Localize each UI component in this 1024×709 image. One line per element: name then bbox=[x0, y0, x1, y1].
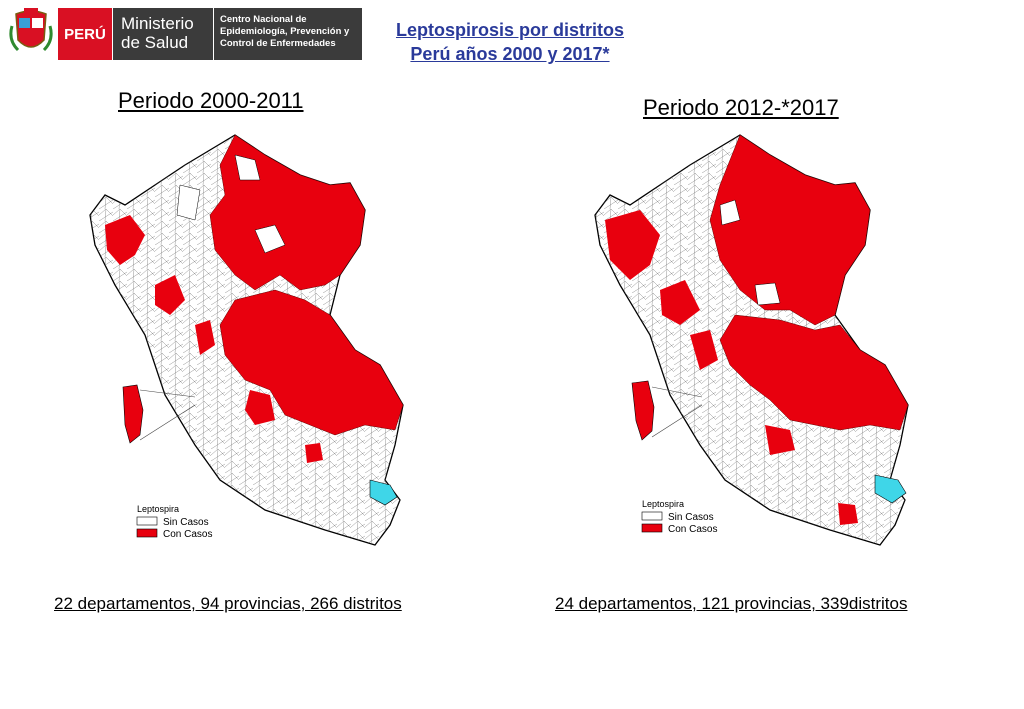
caption-right: 24 departamentos, 121 provincias, 339dis… bbox=[555, 594, 908, 613]
cases-region-northwest bbox=[105, 215, 145, 265]
legend-label-sin-casos: Sin Casos bbox=[163, 517, 209, 528]
cases-region-central-2 bbox=[195, 320, 215, 355]
ministry-line-2: de Salud bbox=[121, 33, 189, 52]
caption-left: 22 departamentos, 94 provincias, 266 dis… bbox=[54, 594, 402, 613]
legend-swatch-con-casos bbox=[136, 528, 158, 538]
peru-coat-of-arms-icon bbox=[9, 8, 53, 52]
legend-label-con-casos: Con Casos bbox=[668, 524, 717, 535]
legend-label-sin-casos: Sin Casos bbox=[668, 512, 714, 523]
cases-region-northwest bbox=[605, 210, 660, 280]
lake-titicaca bbox=[874, 474, 907, 504]
cases-region-central-3 bbox=[245, 390, 275, 425]
period-title-left: Periodo 2000-2011 bbox=[118, 88, 304, 113]
peru-label: PERÚ bbox=[58, 8, 112, 60]
lake-titicaca bbox=[369, 479, 398, 506]
peru-map-2012-2017: Leptospira Sin Casos Con Casos bbox=[594, 134, 909, 546]
title-line-1: Leptospirosis por distritos bbox=[395, 20, 625, 40]
cases-region-south-1 bbox=[305, 443, 323, 463]
cases-region-north bbox=[709, 134, 871, 326]
title-line-2: Perú años 2000 y 2017* bbox=[410, 44, 610, 64]
cases-region-central-3 bbox=[765, 425, 795, 455]
ministry-line-1: Ministerio bbox=[121, 14, 194, 33]
period-title-right: Periodo 2012-*2017 bbox=[643, 95, 839, 120]
cases-region-east bbox=[219, 289, 404, 436]
cdc-line-3: Control de Enfermedades bbox=[220, 38, 336, 49]
cases-region-central-1 bbox=[155, 275, 185, 315]
legend-title-left: Leptospira bbox=[137, 504, 179, 514]
page-title: Leptospirosis por distritos Perú años 20… bbox=[360, 18, 660, 66]
cdc-line-2: Epidemiología, Prevención y bbox=[220, 26, 350, 37]
inset-callao bbox=[631, 380, 655, 441]
ministry-label: Ministerio de Salud bbox=[113, 8, 213, 60]
legend-swatch-sin-casos bbox=[136, 516, 158, 526]
legend-title-right: Leptospira bbox=[642, 499, 684, 509]
ministry-logo-bar: PERÚ Ministerio de Salud Centro Nacional… bbox=[4, 4, 362, 60]
cases-region-south-1 bbox=[838, 503, 858, 525]
cdc-label: Centro Nacional de Epidemiología, Preven… bbox=[214, 8, 362, 60]
legend-swatch-con-casos bbox=[641, 523, 663, 533]
cases-region-east bbox=[719, 314, 909, 431]
legend-swatch-sin-casos bbox=[641, 511, 663, 521]
inset-callao bbox=[122, 384, 144, 444]
cases-region-central-1 bbox=[660, 280, 700, 325]
legend-label-con-casos: Con Casos bbox=[163, 529, 212, 540]
peru-map-2000-2011: Leptospira Sin Casos Con Casos bbox=[89, 134, 404, 546]
cases-region-central-2 bbox=[690, 330, 718, 370]
cases-region-north bbox=[209, 134, 366, 291]
cdc-line-1: Centro Nacional de bbox=[220, 14, 307, 25]
